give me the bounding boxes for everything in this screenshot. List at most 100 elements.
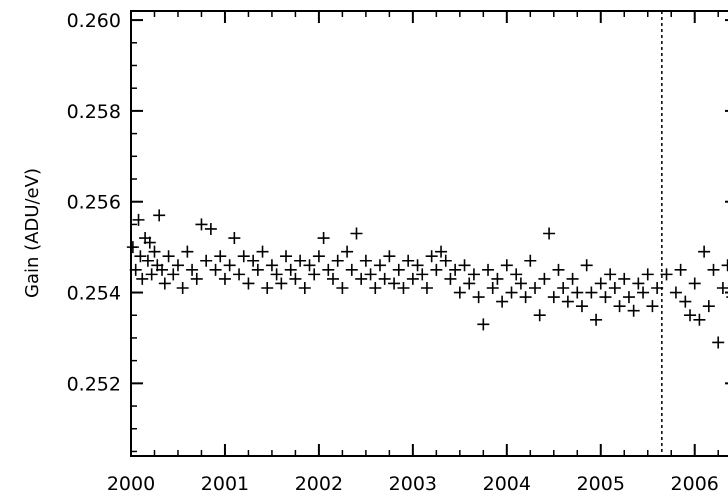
- data-point: [463, 277, 476, 290]
- data-point: [458, 259, 471, 272]
- data-point: [256, 245, 269, 258]
- data-point: [688, 277, 701, 290]
- data-point: [575, 300, 588, 313]
- data-point: [496, 295, 509, 308]
- data-point: [486, 281, 499, 294]
- data-point: [411, 259, 424, 272]
- data-point: [590, 313, 603, 326]
- data-point: [482, 263, 495, 276]
- data-point: [637, 286, 650, 299]
- data-point: [200, 254, 213, 267]
- data-point: [674, 263, 687, 276]
- data-point: [641, 268, 654, 281]
- data-point: [698, 245, 711, 258]
- data-point: [585, 286, 598, 299]
- data-point: [153, 209, 166, 222]
- data-point: [660, 268, 673, 281]
- data-point: [529, 281, 541, 294]
- x-tick-label: 2006: [671, 473, 719, 494]
- data-point: [181, 245, 194, 258]
- data-point: [552, 263, 565, 276]
- y-tick-labels: 0.252 0.254 0.256 0.258 0.260: [67, 10, 121, 395]
- data-point: [547, 291, 560, 304]
- data-point: [294, 254, 307, 267]
- data-point: [171, 259, 184, 272]
- y-tick-label: 0.256: [67, 192, 121, 214]
- data-point: [132, 213, 145, 226]
- data-point: [669, 286, 682, 299]
- data-point: [223, 259, 236, 272]
- data-point: [543, 227, 556, 240]
- data-point: [505, 286, 518, 299]
- x-tick-label: 2000: [107, 473, 155, 494]
- data-point: [580, 259, 593, 272]
- data-point: [195, 218, 208, 231]
- data-point: [148, 245, 161, 258]
- data-point: [364, 268, 377, 281]
- data-point: [280, 250, 293, 263]
- data-point: [519, 291, 532, 304]
- data-point: [261, 281, 274, 294]
- data-point: [141, 254, 154, 267]
- data-point: [209, 263, 222, 276]
- data-point: [162, 250, 175, 263]
- data-point: [341, 245, 354, 258]
- data-point: [134, 250, 147, 263]
- data-point: [158, 277, 171, 290]
- data-point: [453, 286, 466, 299]
- data-point: [167, 268, 180, 281]
- data-point: [312, 250, 325, 263]
- x-tick-label: 2002: [295, 473, 343, 494]
- data-point: [632, 277, 645, 290]
- data-point: [284, 263, 297, 276]
- data-point: [136, 272, 149, 285]
- data-point: [702, 300, 715, 313]
- data-point: [237, 250, 250, 263]
- data-point: [449, 263, 462, 276]
- data-point: [599, 291, 612, 304]
- data-point: [369, 281, 382, 294]
- data-point: [467, 268, 480, 281]
- data-point: [538, 272, 551, 285]
- data-point: [308, 268, 321, 281]
- data-point: [439, 254, 452, 267]
- data-point: [242, 277, 255, 290]
- data-point: [204, 222, 217, 235]
- data-point: [435, 245, 448, 258]
- x-tick-labels: 2000 2001 2002 2003 2004 2005 2006: [107, 473, 719, 494]
- data-point: [383, 250, 396, 263]
- data-point: [646, 300, 659, 313]
- x-tick-label: 2001: [201, 473, 249, 494]
- data-point: [350, 227, 363, 240]
- data-point: [156, 263, 169, 276]
- data-point: [327, 272, 339, 285]
- data-point: [693, 313, 706, 326]
- data-point: [533, 309, 546, 322]
- data-point: [500, 259, 513, 272]
- data-point: [218, 272, 231, 285]
- x-tick-label: 2004: [483, 473, 531, 494]
- data-point: [627, 304, 640, 317]
- axis-ticks: [130, 11, 728, 456]
- data-point: [477, 318, 490, 331]
- data-point: [228, 232, 241, 245]
- data-point: [707, 263, 720, 276]
- x-tick-label: 2005: [577, 473, 625, 494]
- data-point: [289, 272, 302, 285]
- y-tick-label: 0.258: [67, 101, 121, 123]
- data-point: [378, 272, 391, 285]
- data-point: [359, 254, 372, 267]
- data-point: [397, 281, 410, 294]
- data-point: [303, 259, 316, 272]
- data-point: [491, 272, 504, 285]
- data-point: [444, 272, 457, 285]
- data-point: [233, 268, 246, 281]
- data-point: [145, 268, 158, 281]
- data-point: [472, 291, 485, 304]
- data-point: [420, 281, 433, 294]
- data-point: [684, 309, 697, 322]
- data-point: [388, 277, 401, 290]
- data-point: [143, 236, 156, 249]
- data-point: [373, 259, 386, 272]
